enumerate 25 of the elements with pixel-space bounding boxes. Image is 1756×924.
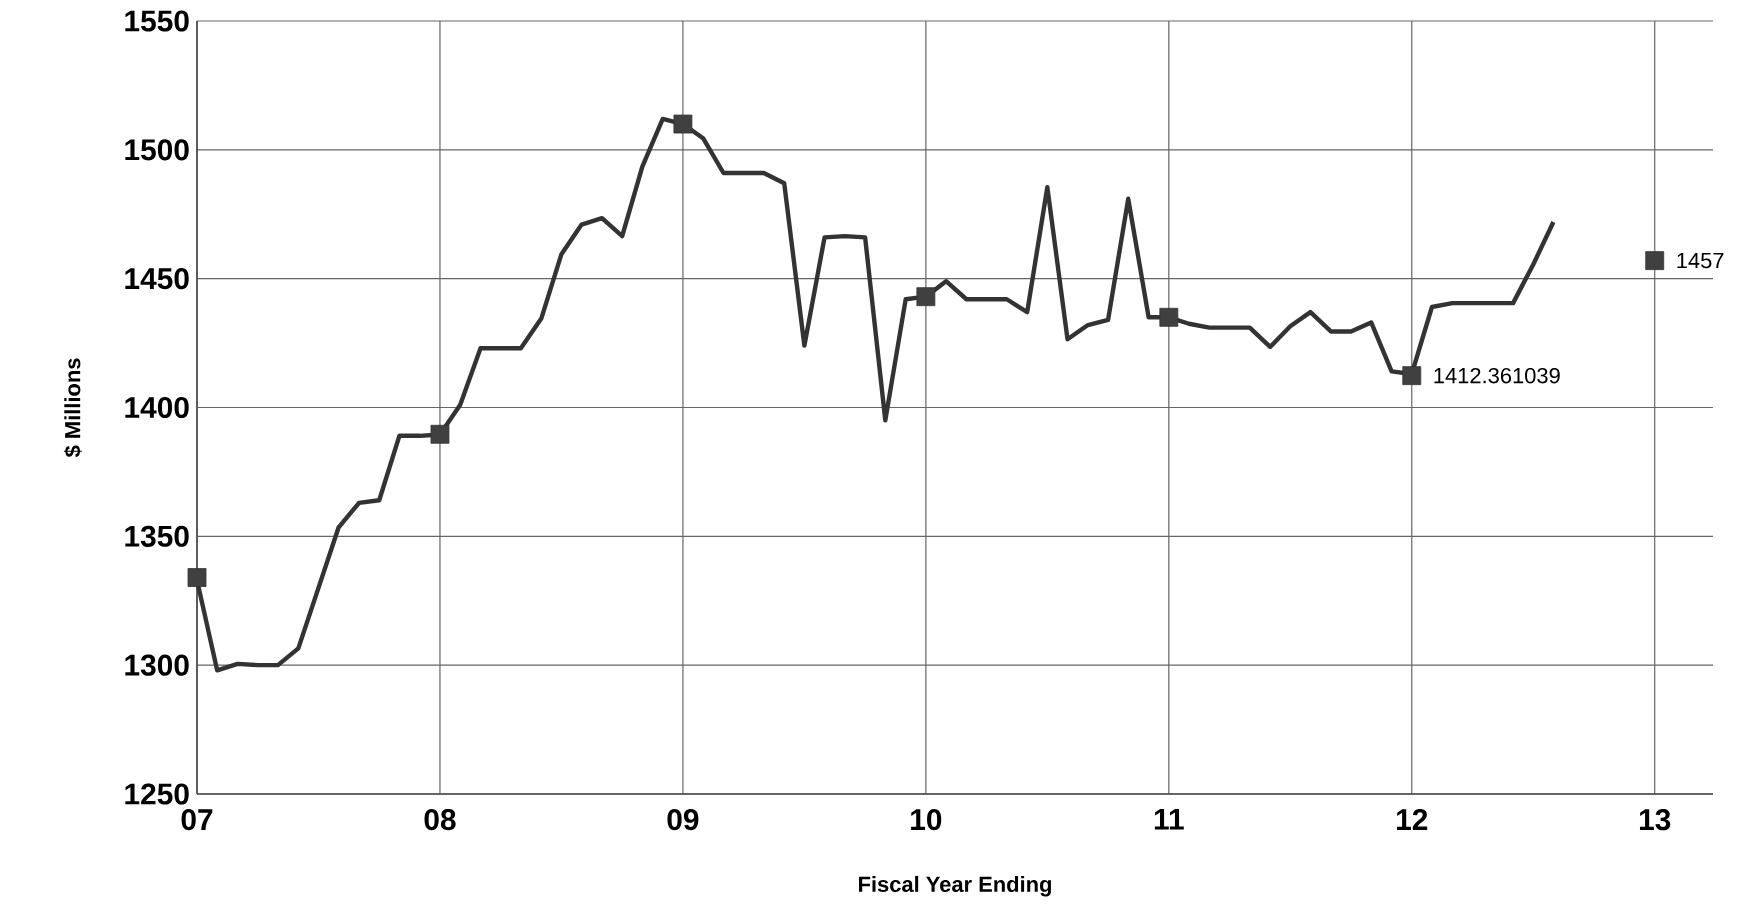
x-tick-label: 09 (667, 809, 699, 831)
point (187, 568, 207, 587)
y-tick-label: 1450 (125, 268, 189, 290)
point (673, 114, 693, 134)
y-tick-label: 1350 (125, 525, 189, 547)
y-tick-label: 1300 (125, 654, 189, 676)
x-tick-label: 10 (911, 809, 942, 831)
x-tick-label: 12 (1397, 809, 1428, 830)
x-tick-label: 08 (424, 809, 456, 831)
point (916, 287, 936, 307)
y-tick-label: 1500 (125, 139, 189, 161)
point (1402, 366, 1422, 386)
x-axis-title: Fiscal Year Ending (859, 875, 1051, 897)
y-tick-label: 1250 (125, 783, 189, 805)
y-tick-label: 1550 (125, 10, 189, 32)
data-label: 1412.361039 (1434, 367, 1560, 384)
point (1645, 251, 1665, 271)
x-tick-label: 07 (181, 809, 213, 831)
x-tick-label: 13 (1639, 809, 1671, 831)
x-tick-label: 11 (1154, 809, 1184, 830)
y-axis-title: $ Millions (63, 358, 82, 458)
data-label: 1457 (1677, 252, 1724, 269)
point (430, 424, 450, 444)
point (1159, 307, 1179, 327)
y-tick-label: 1400 (125, 396, 189, 419)
